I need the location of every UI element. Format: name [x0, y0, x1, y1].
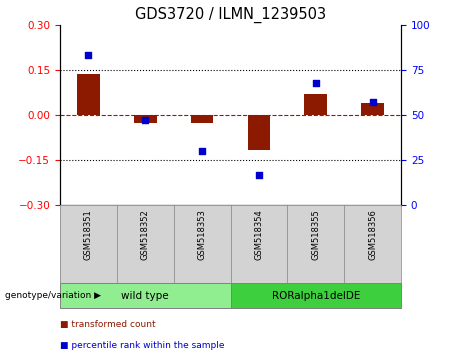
Title: GDS3720 / ILMN_1239503: GDS3720 / ILMN_1239503 — [135, 7, 326, 23]
Point — [85, 53, 92, 58]
Text: GSM518352: GSM518352 — [141, 209, 150, 260]
Text: GSM518356: GSM518356 — [368, 209, 377, 260]
Bar — [191, 115, 213, 124]
Bar — [60, 283, 230, 308]
Bar — [304, 94, 327, 115]
Text: RORalpha1delDE: RORalpha1delDE — [272, 291, 360, 301]
Text: ■ transformed count: ■ transformed count — [60, 320, 155, 329]
Point — [369, 99, 376, 105]
Text: wild type: wild type — [121, 291, 169, 301]
Point — [312, 80, 319, 85]
Text: ■ percentile rank within the sample: ■ percentile rank within the sample — [60, 342, 225, 350]
Point — [142, 118, 149, 123]
Text: GSM518355: GSM518355 — [311, 209, 320, 260]
Text: GSM518354: GSM518354 — [254, 209, 263, 260]
Bar — [361, 103, 384, 115]
Text: GSM518353: GSM518353 — [198, 209, 207, 260]
Bar — [77, 74, 100, 115]
Bar — [134, 115, 157, 124]
Text: genotype/variation ▶: genotype/variation ▶ — [5, 291, 100, 300]
Bar — [248, 115, 270, 150]
Point — [255, 172, 263, 177]
Bar — [230, 283, 401, 308]
Text: GSM518351: GSM518351 — [84, 209, 93, 260]
Point — [198, 148, 206, 154]
